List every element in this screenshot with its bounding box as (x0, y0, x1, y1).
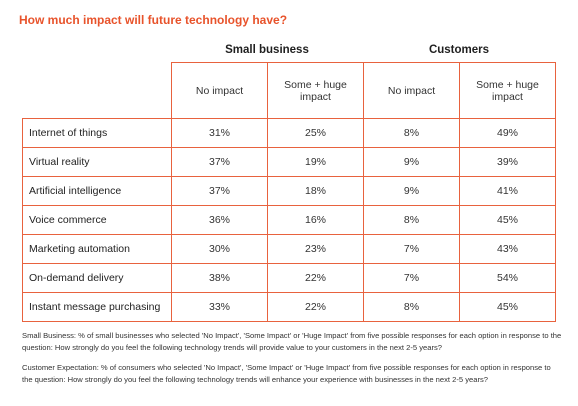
row-label: Virtual reality (22, 147, 172, 177)
header-sb-some-huge-impact: Some + huge impact (267, 62, 364, 119)
table-row: Instant message purchasing 33% 22% 8% 45… (22, 292, 556, 322)
cell-sb-no-impact: 38% (171, 263, 268, 293)
row-label: Marketing automation (22, 234, 172, 264)
header-sb-no-impact: No impact (171, 62, 268, 119)
table-row: Voice commerce 36% 16% 8% 45% (22, 205, 556, 235)
cell-c-some-huge: 45% (459, 205, 556, 235)
cell-sb-no-impact: 31% (171, 118, 268, 148)
cell-sb-some-huge: 25% (267, 118, 364, 148)
cell-sb-no-impact: 30% (171, 234, 268, 264)
cell-c-some-huge: 49% (459, 118, 556, 148)
impact-table: No impact Some + huge impact No impact S… (22, 62, 556, 322)
table-row: Internet of things 31% 25% 8% 49% (22, 118, 556, 148)
cell-c-some-huge: 41% (459, 176, 556, 206)
header-c-no-impact: No impact (363, 62, 460, 119)
cell-sb-some-huge: 22% (267, 263, 364, 293)
cell-sb-no-impact: 33% (171, 292, 268, 322)
cell-sb-some-huge: 22% (267, 292, 364, 322)
cell-sb-some-huge: 18% (267, 176, 364, 206)
row-label: Voice commerce (22, 205, 172, 235)
header-c-some-huge-impact: Some + huge impact (459, 62, 556, 119)
cell-c-some-huge: 39% (459, 147, 556, 177)
cell-sb-no-impact: 37% (171, 147, 268, 177)
footnote-customer: Customer Expectation: % of consumers who… (22, 363, 551, 384)
cell-sb-no-impact: 37% (171, 176, 268, 206)
cell-sb-some-huge: 19% (267, 147, 364, 177)
cell-c-no-impact: 8% (363, 118, 460, 148)
table-row: On-demand delivery 38% 22% 7% 54% (22, 263, 556, 293)
row-label: On-demand delivery (22, 263, 172, 293)
table-row: Marketing automation 30% 23% 7% 43% (22, 234, 556, 264)
table-row: Artificial intelligence 37% 18% 9% 41% (22, 176, 556, 206)
cell-sb-some-huge: 23% (267, 234, 364, 264)
cell-c-some-huge: 45% (459, 292, 556, 322)
cell-c-no-impact: 7% (363, 234, 460, 264)
table-header-row: No impact Some + huge impact No impact S… (22, 62, 556, 119)
table-row: Virtual reality 37% 19% 9% 39% (22, 147, 556, 177)
row-label: Instant message purchasing (22, 292, 172, 322)
footnote-small-business: Small Business: % of small businesses wh… (22, 331, 562, 352)
row-label: Artificial intelligence (22, 176, 172, 206)
cell-c-some-huge: 43% (459, 234, 556, 264)
cell-c-no-impact: 7% (363, 263, 460, 293)
cell-c-no-impact: 8% (363, 292, 460, 322)
cell-c-some-huge: 54% (459, 263, 556, 293)
cell-c-no-impact: 8% (363, 205, 460, 235)
cell-sb-no-impact: 36% (171, 205, 268, 235)
page-title: How much impact will future technology h… (19, 13, 288, 27)
cell-sb-some-huge: 16% (267, 205, 364, 235)
group-header-customers: Customers (428, 44, 490, 56)
row-label: Internet of things (22, 118, 172, 148)
header-blank-cell (22, 62, 172, 119)
group-header-small-business: Small business (225, 44, 309, 56)
cell-c-no-impact: 9% (363, 176, 460, 206)
cell-c-no-impact: 9% (363, 147, 460, 177)
